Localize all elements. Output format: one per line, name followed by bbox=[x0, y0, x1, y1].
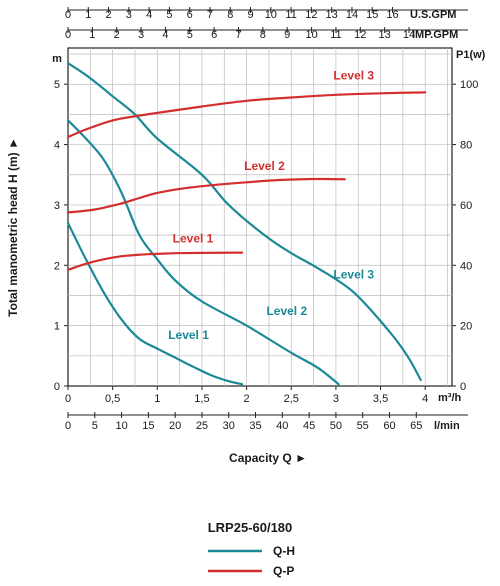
usgpm-scale-label: 10 bbox=[265, 9, 277, 21]
y-tick-label: 2 bbox=[54, 260, 60, 272]
lmin-scale-label: 60 bbox=[383, 420, 395, 432]
usgpm-scale-label: 15 bbox=[366, 9, 378, 21]
x-tick-label: 2 bbox=[244, 393, 250, 405]
qp-curve-level-3 bbox=[66, 91, 427, 139]
x-tick-label: 0 bbox=[65, 393, 71, 405]
x-tick-label: 1 bbox=[154, 393, 160, 405]
y-tick-label: 5 bbox=[54, 79, 60, 91]
y2-tick-label: 100 bbox=[460, 79, 478, 91]
lmin-scale-label: 0 bbox=[65, 420, 71, 432]
impgpm-scale-label: 13 bbox=[379, 29, 391, 41]
lmin-scale-label: 30 bbox=[223, 420, 235, 432]
curve-label-level-2: Level 2 bbox=[266, 304, 307, 318]
usgpm-scale-label: 13 bbox=[326, 9, 338, 21]
impgpm-scale-label: 14 bbox=[403, 29, 415, 41]
qh-curve-level-2 bbox=[66, 119, 340, 386]
qp-curve-level-2 bbox=[66, 177, 346, 214]
lmin-scale-label: 50 bbox=[330, 420, 342, 432]
x-axis-title: Capacity Q ► bbox=[229, 451, 307, 465]
x-tick-label: 1,5 bbox=[194, 393, 209, 405]
y-tick-label: 3 bbox=[54, 200, 60, 212]
impgpm-scale-label: 8 bbox=[260, 29, 266, 41]
curve-label-level-3: Level 3 bbox=[333, 68, 374, 82]
lmin-scale-label: 55 bbox=[357, 420, 369, 432]
impgpm-scale-label: 9 bbox=[284, 29, 290, 41]
impgpm-scale-label: 12 bbox=[354, 29, 366, 41]
lmin-scale-label: 35 bbox=[249, 420, 261, 432]
x-tick-label: 2,5 bbox=[284, 393, 299, 405]
impgpm-scale-label: 10 bbox=[305, 29, 317, 41]
y2-tick-label: 20 bbox=[460, 321, 472, 333]
usgpm-scale-label: 11 bbox=[285, 9, 296, 21]
impgpm-scale-label: 1 bbox=[89, 29, 95, 41]
qh-curve-level-3 bbox=[66, 62, 422, 382]
impgpm-scale-label: 6 bbox=[211, 29, 217, 41]
usgpm-scale-label: 8 bbox=[227, 9, 233, 21]
lmin-scale-label: 45 bbox=[303, 420, 315, 432]
lmin-scale-label: 40 bbox=[276, 420, 288, 432]
impgpm-scale-label: 7 bbox=[235, 29, 241, 41]
impgpm-scale-label: 5 bbox=[187, 29, 193, 41]
impgpm-scale-label: 11 bbox=[330, 29, 341, 41]
impgpm-scale-label: 2 bbox=[114, 29, 120, 41]
y-axis-unit: m bbox=[52, 53, 62, 65]
lmin-scale-label: 20 bbox=[169, 420, 181, 432]
y-tick-label: 0 bbox=[54, 381, 60, 393]
impgpm-scale-label: 0 bbox=[65, 29, 71, 41]
legend-label-q-p: Q-P bbox=[273, 564, 294, 578]
lmin-unit: l/min bbox=[434, 420, 460, 432]
impgpm-scale-label: 3 bbox=[138, 29, 144, 41]
lmin-scale-label: 5 bbox=[92, 420, 98, 432]
usgpm-scale-label: 6 bbox=[187, 9, 193, 21]
y-tick-label: 4 bbox=[54, 140, 60, 152]
y2-tick-label: 60 bbox=[460, 200, 472, 212]
model-title: LRP25-60/180 bbox=[208, 520, 293, 535]
usgpm-scale-label: 2 bbox=[106, 9, 112, 21]
y2-tick-label: 40 bbox=[460, 260, 472, 272]
lmin-scale-label: 65 bbox=[410, 420, 422, 432]
usgpm-scale-label: 3 bbox=[126, 9, 132, 21]
plot-frame bbox=[67, 47, 453, 387]
y2-tick-label: 80 bbox=[460, 140, 472, 152]
y2-axis-unit: P1(w) bbox=[456, 49, 486, 61]
impgpm-unit: IMP.GPM bbox=[412, 29, 458, 41]
y2-tick-label: 0 bbox=[460, 381, 466, 393]
x-tick-label: 4 bbox=[422, 393, 428, 405]
curve-label-level-2: Level 2 bbox=[244, 159, 285, 173]
curve-label-level-3: Level 3 bbox=[333, 268, 374, 282]
curve-label-level-1: Level 1 bbox=[173, 231, 214, 245]
qp-curve-level-1 bbox=[66, 251, 244, 271]
usgpm-scale-label: 0 bbox=[65, 9, 71, 21]
y-tick-label: 1 bbox=[54, 321, 60, 333]
usgpm-scale-label: 12 bbox=[305, 9, 317, 21]
usgpm-scale-label: 4 bbox=[146, 9, 152, 21]
legend-label-q-h: Q-H bbox=[273, 544, 295, 558]
qh-curve-level-1 bbox=[66, 221, 244, 386]
curve-label-level-1: Level 1 bbox=[168, 328, 209, 342]
lmin-scale-label: 25 bbox=[196, 420, 208, 432]
usgpm-scale-label: 16 bbox=[386, 9, 398, 21]
usgpm-scale-label: 1 bbox=[85, 9, 91, 21]
x-tick-label: 3 bbox=[333, 393, 339, 405]
x-tick-label: 0,5 bbox=[105, 393, 120, 405]
lmin-scale-label: 15 bbox=[142, 420, 154, 432]
usgpm-scale-label: 5 bbox=[166, 9, 172, 21]
usgpm-scale-label: 14 bbox=[346, 9, 358, 21]
lmin-scale-label: 10 bbox=[115, 420, 127, 432]
y-axis-title: Total manometric head H (m) ► bbox=[6, 137, 20, 317]
usgpm-unit: U.S.GPM bbox=[410, 9, 456, 21]
x-axis-unit: m³/h bbox=[438, 392, 462, 404]
impgpm-scale-label: 4 bbox=[162, 29, 168, 41]
x-tick-label: 3,5 bbox=[373, 393, 388, 405]
usgpm-scale-label: 9 bbox=[247, 9, 253, 21]
usgpm-scale-label: 7 bbox=[207, 9, 213, 21]
